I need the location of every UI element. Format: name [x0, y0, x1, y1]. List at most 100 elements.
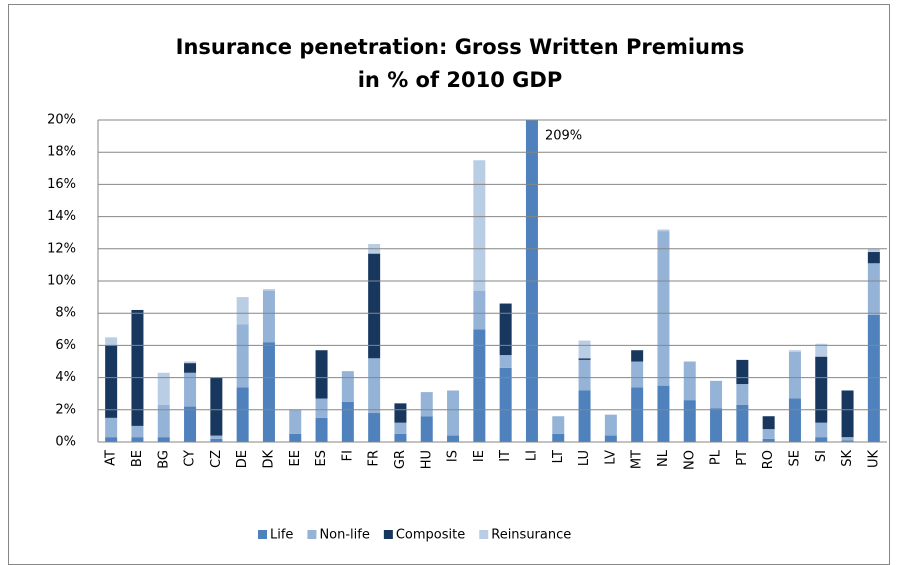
bar-segment — [736, 384, 749, 405]
bar-segment — [157, 404, 170, 438]
legend-label: Non-life — [319, 528, 369, 543]
bar-segment — [473, 290, 486, 330]
bar-segment — [236, 387, 249, 442]
x-tick-label: EE — [288, 450, 303, 466]
bar-segment — [236, 297, 249, 325]
bar-segment — [105, 437, 118, 442]
bar-segment — [578, 358, 591, 360]
y-tick-label: 20% — [47, 113, 76, 128]
x-tick-label: LI — [524, 450, 539, 461]
bar-segment — [841, 437, 854, 441]
x-tick-label: PT — [735, 450, 750, 466]
x-tick-label: SI — [814, 450, 829, 462]
bar-segment — [788, 351, 801, 399]
legend-swatch — [383, 530, 393, 539]
x-tick-label: HU — [419, 450, 434, 469]
bar-segment — [552, 433, 565, 442]
x-tick-label: SK — [840, 450, 855, 467]
bar-segment — [867, 252, 880, 264]
y-tick-label: 14% — [47, 209, 76, 224]
bar-segment — [762, 438, 775, 442]
x-tick-label: NO — [682, 450, 697, 470]
x-tick-label: MT — [630, 450, 645, 469]
legend-label: Reinsurance — [491, 528, 571, 543]
annotation: 209% — [545, 129, 582, 144]
x-tick-label: FR — [367, 450, 382, 467]
bar-segment — [262, 289, 275, 291]
x-tick-label: LT — [551, 450, 566, 463]
x-tick-label: DK — [261, 450, 276, 469]
bar-segment — [289, 409, 302, 434]
bar-segment — [131, 425, 144, 438]
bar-segment — [105, 345, 118, 418]
bar-segment — [394, 433, 407, 442]
y-tick-label: 4% — [55, 370, 76, 385]
bar-segment — [420, 416, 433, 442]
bar-segment — [631, 387, 644, 442]
x-tick-label: CY — [183, 450, 198, 467]
legend-swatch — [258, 530, 267, 539]
x-tick-label: LU — [577, 450, 592, 466]
y-tick-label: 18% — [47, 145, 76, 160]
bar-segment — [631, 350, 644, 362]
x-tick-label: IS — [446, 450, 461, 462]
y-tick-label: 10% — [47, 274, 76, 289]
bar-segment — [473, 329, 486, 442]
bar-segment — [210, 435, 223, 439]
bar-segment — [184, 372, 197, 407]
x-tick-label: PL — [709, 449, 724, 465]
bar-segment — [184, 406, 197, 442]
bar-segment — [105, 337, 118, 346]
bar-segment — [604, 414, 617, 436]
bar-segment — [710, 380, 723, 409]
bar-segment — [315, 417, 328, 442]
chart-title: Insurance penetration: Gross Written Pre… — [176, 35, 745, 59]
bar-segment — [131, 437, 144, 442]
x-tick-label: RO — [761, 450, 776, 469]
x-tick-label: IE — [472, 450, 487, 462]
bar-segment — [867, 314, 880, 442]
y-tick-label: 2% — [55, 402, 76, 417]
x-tick-label: FI — [340, 450, 355, 461]
legend-swatch — [307, 530, 317, 539]
y-tick-label: 12% — [47, 241, 76, 256]
bar-segment — [841, 390, 854, 438]
bar-segment — [341, 401, 354, 442]
x-tick-label: AT — [104, 450, 119, 466]
bar-segment — [315, 350, 328, 399]
x-tick-label: LV — [603, 450, 618, 465]
x-tick-label: ES — [314, 450, 329, 466]
chart-frame — [8, 4, 890, 565]
bar-segment — [657, 231, 670, 386]
bar-segment — [736, 359, 749, 385]
bar-segment — [157, 437, 170, 442]
bar-segment — [683, 400, 696, 442]
bar-segment — [368, 413, 381, 442]
bar-segment — [815, 343, 828, 357]
bar-segment — [841, 440, 854, 442]
bars — [105, 120, 880, 442]
bar-segment — [499, 355, 512, 368]
bar-segment — [815, 422, 828, 438]
bar-segment — [236, 324, 249, 388]
bar-segment — [631, 361, 644, 388]
bar-segment — [578, 340, 591, 359]
bar-segment — [105, 417, 118, 438]
bar-segment — [788, 350, 801, 352]
bar-segment — [762, 429, 775, 439]
x-tick-label: IT — [498, 450, 513, 462]
y-tick-label: 6% — [55, 338, 76, 353]
bar-segment — [262, 290, 275, 343]
bar-segment — [683, 361, 696, 401]
chart-title: in % of 2010 GDP — [358, 68, 563, 92]
bar-segment — [368, 358, 381, 414]
legend-swatch — [479, 530, 489, 539]
bar-segment — [420, 392, 433, 417]
bar-segment — [315, 398, 328, 418]
bar-segment — [578, 359, 591, 391]
bar-segment — [473, 160, 486, 291]
bar-segment — [184, 363, 197, 373]
bar-segment — [736, 404, 749, 442]
y-tick-label: 8% — [55, 306, 76, 321]
bar-segment — [341, 371, 354, 402]
